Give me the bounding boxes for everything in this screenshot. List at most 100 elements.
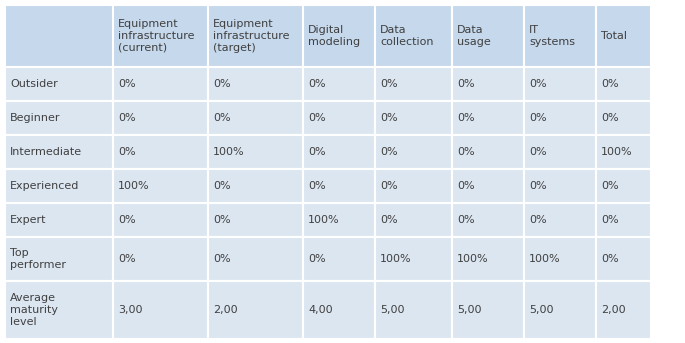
- Bar: [303, 237, 375, 281]
- Text: 0%: 0%: [457, 215, 475, 225]
- Bar: [596, 169, 651, 203]
- Text: 5,00: 5,00: [457, 305, 482, 315]
- Bar: [208, 67, 303, 101]
- Bar: [596, 5, 651, 67]
- Text: Average
maturity
level: Average maturity level: [10, 293, 58, 327]
- Text: IT
systems: IT systems: [529, 25, 575, 47]
- Bar: [375, 101, 452, 135]
- Bar: [208, 169, 303, 203]
- Bar: [524, 237, 596, 281]
- Text: 0%: 0%: [213, 79, 231, 89]
- Bar: [113, 135, 208, 169]
- Text: 0%: 0%: [457, 181, 475, 191]
- Bar: [208, 101, 303, 135]
- Text: 0%: 0%: [118, 113, 136, 123]
- Text: 0%: 0%: [601, 181, 619, 191]
- Text: Data
collection: Data collection: [380, 25, 434, 47]
- Bar: [5, 169, 113, 203]
- Text: 0%: 0%: [380, 147, 397, 157]
- Text: 0%: 0%: [529, 147, 547, 157]
- Bar: [452, 237, 524, 281]
- Bar: [5, 5, 113, 67]
- Text: 0%: 0%: [118, 79, 136, 89]
- Text: 0%: 0%: [380, 181, 397, 191]
- Text: 0%: 0%: [380, 79, 397, 89]
- Text: 2,00: 2,00: [601, 305, 625, 315]
- Bar: [303, 203, 375, 237]
- Text: 0%: 0%: [601, 215, 619, 225]
- Bar: [113, 203, 208, 237]
- Bar: [524, 281, 596, 339]
- Bar: [596, 203, 651, 237]
- Bar: [208, 281, 303, 339]
- Text: 0%: 0%: [308, 254, 325, 264]
- Text: 0%: 0%: [457, 79, 475, 89]
- Bar: [5, 237, 113, 281]
- Text: Total: Total: [601, 31, 627, 41]
- Bar: [596, 67, 651, 101]
- Bar: [524, 67, 596, 101]
- Text: Equipment
infrastructure
(target): Equipment infrastructure (target): [213, 19, 290, 53]
- Text: 100%: 100%: [308, 215, 340, 225]
- Text: 0%: 0%: [601, 79, 619, 89]
- Bar: [5, 135, 113, 169]
- Text: 4,00: 4,00: [308, 305, 333, 315]
- Text: 0%: 0%: [213, 215, 231, 225]
- Bar: [524, 5, 596, 67]
- Text: Intermediate: Intermediate: [10, 147, 82, 157]
- Bar: [5, 203, 113, 237]
- Bar: [524, 169, 596, 203]
- Bar: [375, 135, 452, 169]
- Text: 0%: 0%: [380, 215, 397, 225]
- Text: Beginner: Beginner: [10, 113, 60, 123]
- Bar: [303, 281, 375, 339]
- Bar: [375, 5, 452, 67]
- Bar: [452, 135, 524, 169]
- Bar: [303, 5, 375, 67]
- Text: 0%: 0%: [529, 181, 547, 191]
- Bar: [303, 135, 375, 169]
- Text: 0%: 0%: [601, 254, 619, 264]
- Bar: [303, 67, 375, 101]
- Text: 0%: 0%: [457, 113, 475, 123]
- Text: 0%: 0%: [118, 147, 136, 157]
- Text: 0%: 0%: [213, 113, 231, 123]
- Text: Outsider: Outsider: [10, 79, 58, 89]
- Text: Experienced: Experienced: [10, 181, 79, 191]
- Bar: [113, 237, 208, 281]
- Bar: [303, 101, 375, 135]
- Bar: [375, 203, 452, 237]
- Bar: [113, 5, 208, 67]
- Text: 100%: 100%: [529, 254, 560, 264]
- Text: 0%: 0%: [457, 147, 475, 157]
- Bar: [375, 237, 452, 281]
- Bar: [375, 67, 452, 101]
- Bar: [452, 203, 524, 237]
- Bar: [452, 101, 524, 135]
- Bar: [596, 135, 651, 169]
- Text: 3,00: 3,00: [118, 305, 142, 315]
- Text: 0%: 0%: [118, 254, 136, 264]
- Text: 0%: 0%: [529, 79, 547, 89]
- Text: 0%: 0%: [308, 181, 325, 191]
- Bar: [5, 67, 113, 101]
- Text: 5,00: 5,00: [529, 305, 553, 315]
- Text: 0%: 0%: [213, 181, 231, 191]
- Text: 0%: 0%: [380, 113, 397, 123]
- Text: 0%: 0%: [308, 79, 325, 89]
- Text: 100%: 100%: [457, 254, 488, 264]
- Bar: [524, 101, 596, 135]
- Text: Digital
modeling: Digital modeling: [308, 25, 360, 47]
- Bar: [596, 237, 651, 281]
- Bar: [303, 169, 375, 203]
- Text: 0%: 0%: [529, 215, 547, 225]
- Bar: [208, 5, 303, 67]
- Bar: [524, 135, 596, 169]
- Text: Top
performer: Top performer: [10, 248, 66, 270]
- Bar: [208, 135, 303, 169]
- Text: 100%: 100%: [118, 181, 149, 191]
- Bar: [5, 101, 113, 135]
- Text: 0%: 0%: [529, 113, 547, 123]
- Text: Expert: Expert: [10, 215, 47, 225]
- Text: 0%: 0%: [308, 147, 325, 157]
